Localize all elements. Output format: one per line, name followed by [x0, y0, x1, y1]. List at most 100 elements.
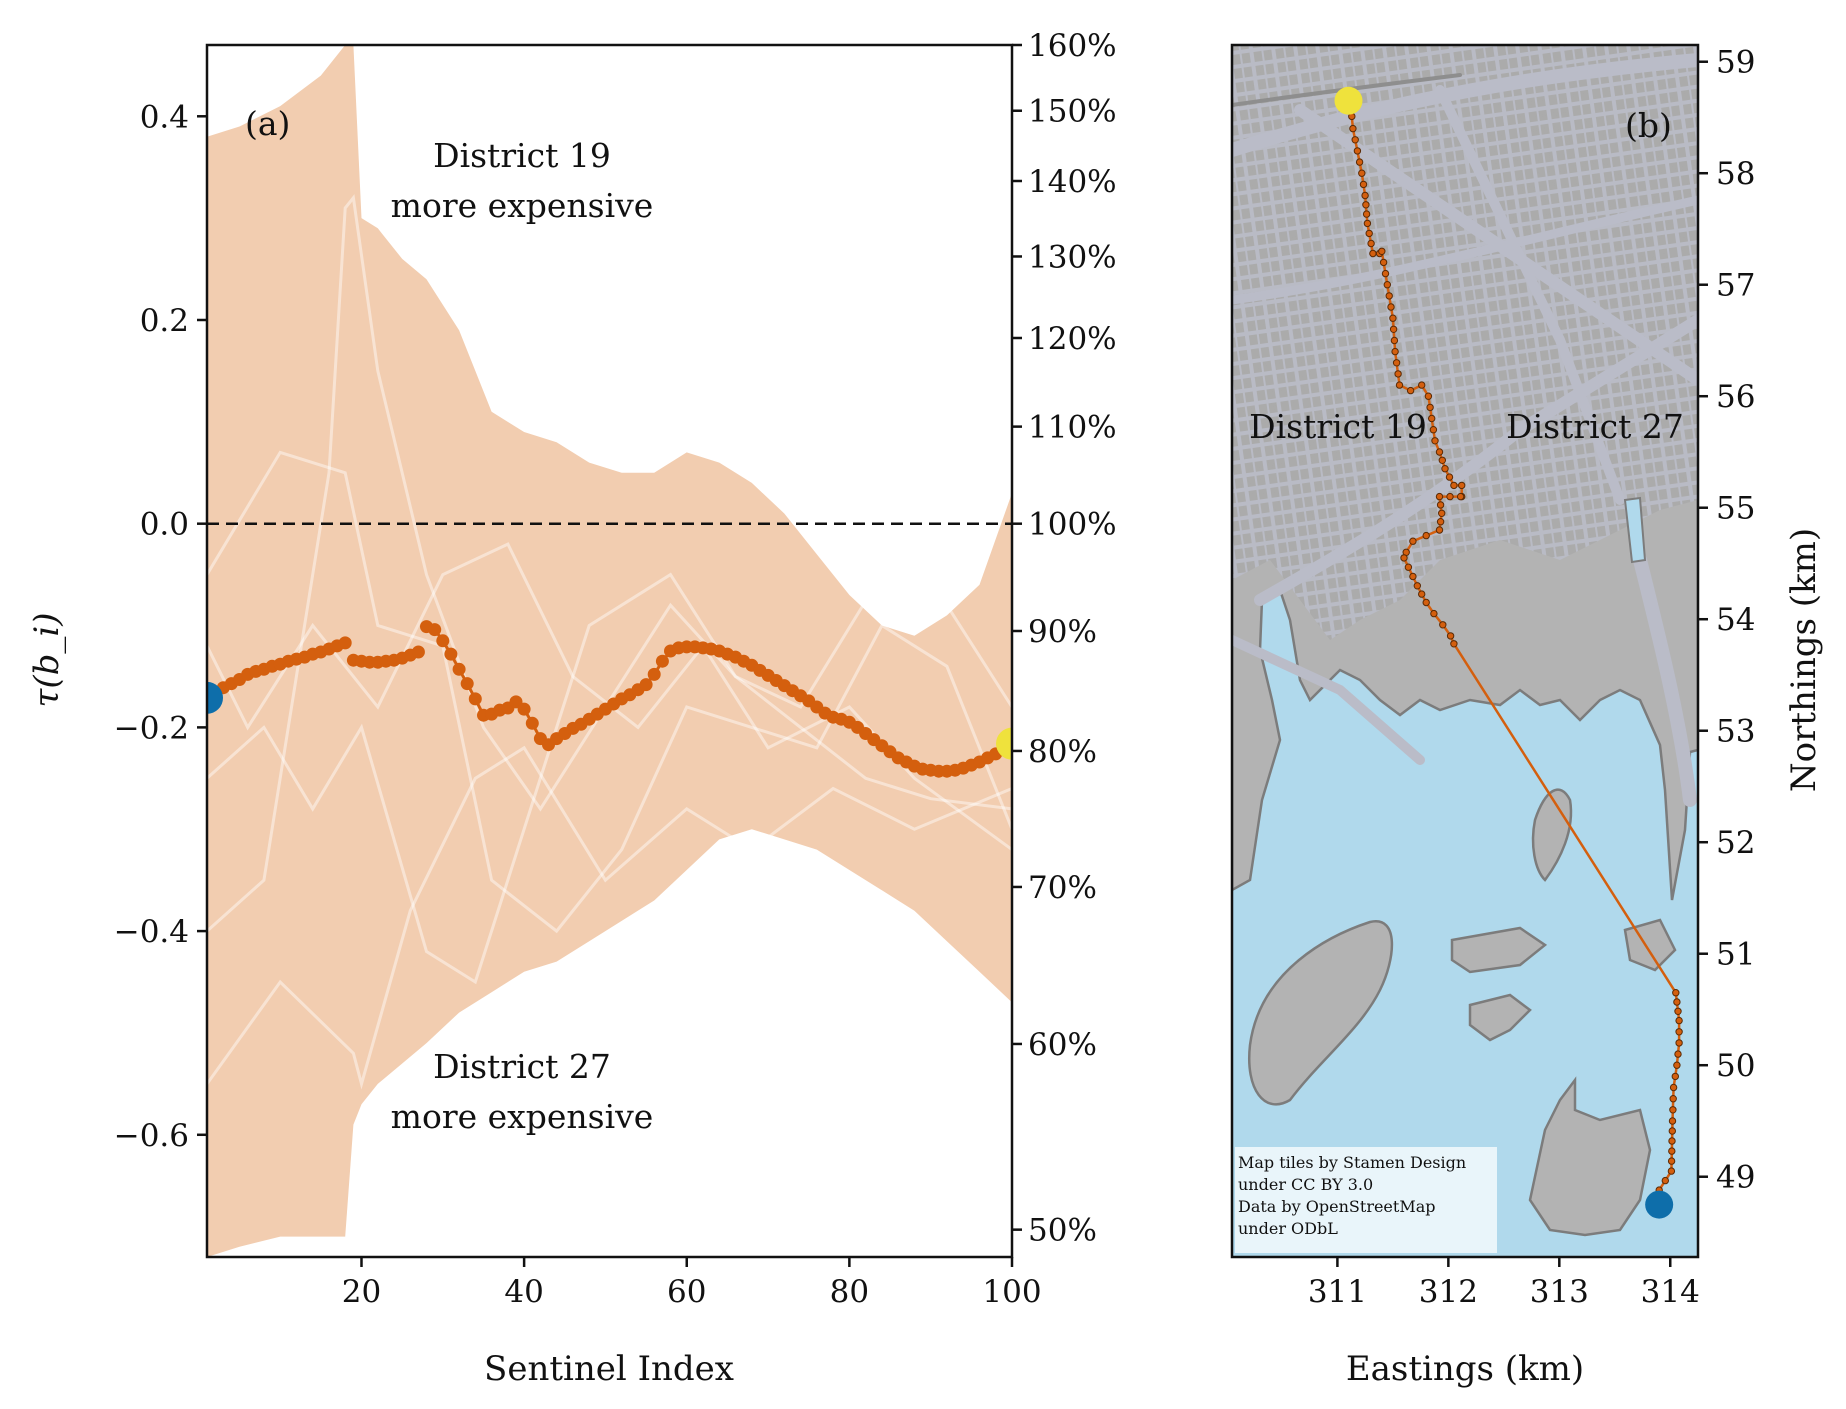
route-point: [1446, 492, 1454, 501]
region-label-19: District 19: [1249, 407, 1427, 446]
route-point: [1394, 370, 1402, 378]
secondary-y-tick-label: 130%: [1028, 239, 1117, 275]
route-point: [1361, 191, 1369, 200]
route-point: [1418, 381, 1426, 389]
x-tick-label: 311: [1308, 1274, 1367, 1310]
y-tick-label: −0.4: [114, 914, 189, 950]
route-point: [1669, 1095, 1677, 1103]
route-point: [1362, 210, 1371, 218]
route-point: [1429, 426, 1438, 434]
secondary-y-tick-label: 160%: [1028, 28, 1117, 64]
secondary-y-tick-label: 80%: [1028, 734, 1097, 770]
route-point: [1430, 609, 1438, 618]
trace-point: [517, 702, 531, 716]
route-point: [1349, 124, 1357, 133]
route-point: [1446, 632, 1455, 640]
route-point: [1409, 572, 1417, 581]
route-point: [1675, 1016, 1683, 1025]
route-point: [1435, 526, 1444, 534]
panel-b: Map tiles by Stamen Design under CC BY 3…: [1230, 43, 1824, 1389]
route-point: [1400, 554, 1408, 562]
y-tick-label: 55: [1716, 491, 1755, 527]
route-point: [1381, 269, 1390, 278]
sample-trace: [207, 194, 1012, 933]
route: [1347, 100, 1683, 1194]
route-point: [1445, 473, 1454, 481]
route-point: [1409, 537, 1417, 545]
route-point: [1395, 381, 1404, 389]
route-point: [1389, 314, 1397, 322]
trace-point: [338, 636, 352, 650]
secondary-y-tick-label: 70%: [1028, 870, 1097, 906]
start-marker-map: [1645, 1190, 1674, 1219]
secondary-y-tick-label: 100%: [1028, 507, 1117, 543]
annotation-top-line1: District 19: [433, 136, 611, 175]
x-tick-label: 80: [830, 1274, 869, 1310]
route-point: [1365, 229, 1373, 238]
x-axis-a: 20 40 60 80 100: [342, 1257, 1042, 1310]
route-point: [1385, 292, 1393, 300]
route-point: [1392, 359, 1401, 367]
island-west: [1247, 920, 1394, 1106]
route-point: [1675, 1028, 1683, 1036]
route-point: [1674, 1007, 1682, 1015]
route-point: [1438, 456, 1447, 464]
canal: [1623, 496, 1647, 564]
end-marker: [996, 727, 1012, 760]
annotation-top-line2: more expensive: [391, 186, 654, 225]
route-point: [1404, 563, 1413, 571]
plot-frame-a: [205, 43, 1014, 1259]
island-center: [1450, 926, 1548, 974]
major-roads: [1232, 53, 1698, 807]
route-point: [1668, 1117, 1677, 1125]
y-tick-label: 50: [1716, 1048, 1755, 1084]
route-point: [1367, 239, 1375, 248]
x-tick-label: 313: [1530, 1274, 1589, 1310]
secondary-y-tick-label: 110%: [1028, 410, 1117, 446]
y-axis-label-b: Northings (km): [1784, 528, 1824, 792]
y-tick-label: 56: [1716, 379, 1755, 415]
credit-line-4: under ODbL: [1238, 1219, 1338, 1238]
route-point: [1450, 640, 1458, 648]
region-label-27: District 27: [1506, 407, 1684, 446]
route-point: [1436, 518, 1445, 526]
route-point: [1387, 303, 1395, 311]
route-point: [1362, 201, 1370, 209]
secondary-y-axis-a: 50% 60% 70% 80% 90% 100% 110% 120% 130% 140% 150% 1…: [1012, 28, 1117, 1249]
route-point: [1667, 1167, 1676, 1175]
route-point: [1671, 1072, 1680, 1081]
trace-point: [428, 623, 442, 637]
y-tick-label: 0.2: [140, 303, 189, 339]
route-point: [1450, 481, 1458, 490]
route-point: [1431, 437, 1439, 445]
x-tick-label: 312: [1419, 1274, 1478, 1310]
route-point: [1673, 1061, 1681, 1069]
trace-point: [468, 692, 482, 706]
y-tick-label: 52: [1716, 825, 1755, 861]
sample-trace: [207, 450, 1012, 934]
route-point: [1390, 336, 1399, 345]
panel-a: 20 40 60 80 100 −0.6 −0.4 −0.2 0.0 0.2 0.4 50% 60%…: [27, 28, 1117, 1389]
route-point: [1673, 998, 1681, 1006]
y-tick-label: −0.6: [114, 1118, 189, 1154]
x-axis-label-a: Sentinel Index: [484, 1349, 734, 1389]
x-tick-label: 40: [504, 1274, 543, 1310]
route-point: [1672, 989, 1680, 997]
x-tick-label: 100: [982, 1274, 1041, 1310]
basemap: Map tiles by Stamen Design under CC BY 3…: [1232, 45, 1698, 1257]
route-point: [1668, 1137, 1676, 1145]
annotation-bottom-line1: District 27: [433, 1047, 611, 1086]
route-point: [1383, 281, 1392, 289]
panel-label-a: (a): [245, 104, 290, 143]
y-tick-label: −0.2: [114, 710, 189, 746]
x-axis-label-b: Eastings (km): [1346, 1349, 1584, 1389]
credit-line-2: under CC BY 3.0: [1238, 1175, 1373, 1194]
route-point: [1418, 590, 1426, 598]
route-point: [1435, 492, 1444, 501]
y-tick-label: 53: [1716, 714, 1755, 750]
route-point: [1435, 448, 1444, 456]
x-tick-label: 60: [667, 1274, 706, 1310]
route-point: [1363, 219, 1372, 228]
route-point: [1458, 481, 1466, 490]
